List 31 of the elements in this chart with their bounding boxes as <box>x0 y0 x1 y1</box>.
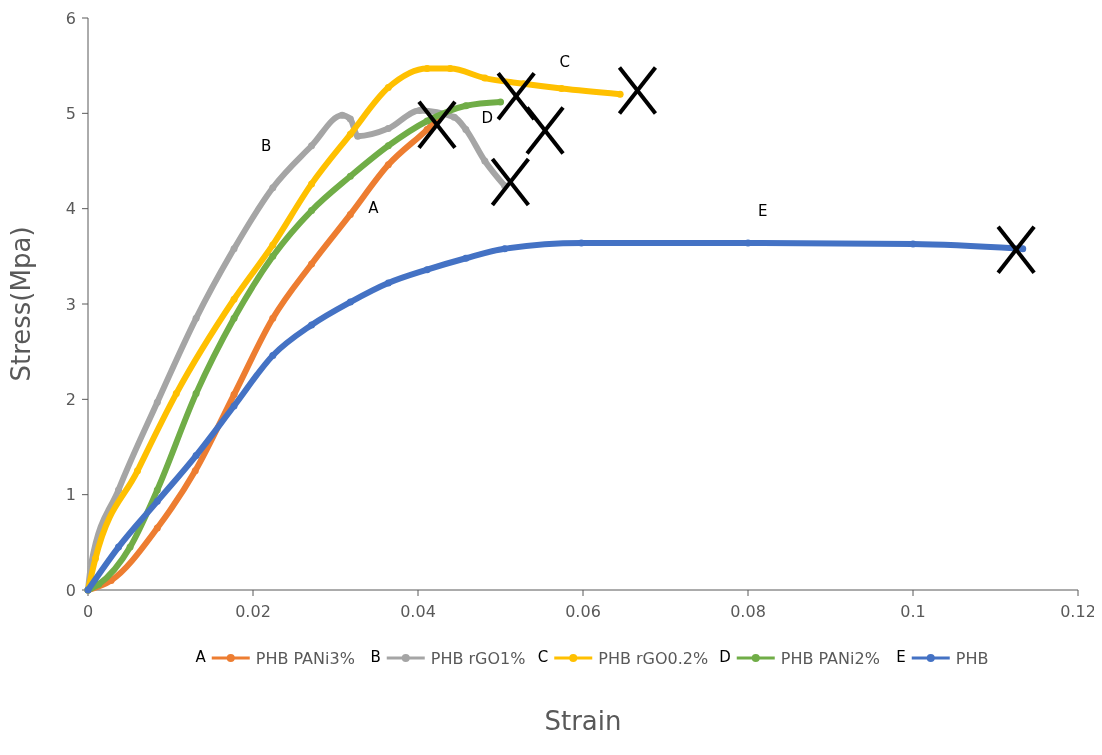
y-tick-label: 1 <box>65 485 76 505</box>
legend-label: PHB rGO0.2% <box>598 648 709 668</box>
text: E <box>896 648 906 666</box>
x-tick-label: 0.06 <box>565 602 601 621</box>
annotation: D <box>481 109 494 128</box>
x-tick-label: 0 <box>82 602 94 621</box>
x-tick-label: 0.08 <box>730 602 766 621</box>
annotation: E <box>758 201 768 220</box>
legend-label: PHB <box>955 648 989 668</box>
y-tick-label: 0 <box>65 580 76 600</box>
text: A <box>195 648 206 666</box>
x-tick-label: 0.04 <box>400 602 436 621</box>
x-tick-label: 0.12 <box>1060 602 1096 621</box>
text: C <box>537 648 549 666</box>
y-tick-label: 5 <box>65 103 76 123</box>
text: B <box>370 648 381 666</box>
y-axis-title: Stress(Mpa) <box>6 226 36 382</box>
annotation: C <box>559 53 571 72</box>
legend-label: PHB rGO1% <box>430 648 526 668</box>
x-tick-label: 0.02 <box>235 602 271 621</box>
y-tick-label: 6 <box>65 8 76 28</box>
legend-label: PHB PANi3% <box>255 648 355 668</box>
x-tick-label: 0.1 <box>900 602 926 621</box>
annotation: B <box>261 137 272 155</box>
y-tick-label: 4 <box>65 199 76 219</box>
x-axis-title: Strain <box>544 706 622 736</box>
y-tick-label: 3 <box>65 294 76 314</box>
annotation: A <box>368 198 380 217</box>
y-tick-label: 2 <box>65 389 76 409</box>
legend-label: PHB PANi2% <box>780 648 880 668</box>
text: D <box>719 648 731 666</box>
